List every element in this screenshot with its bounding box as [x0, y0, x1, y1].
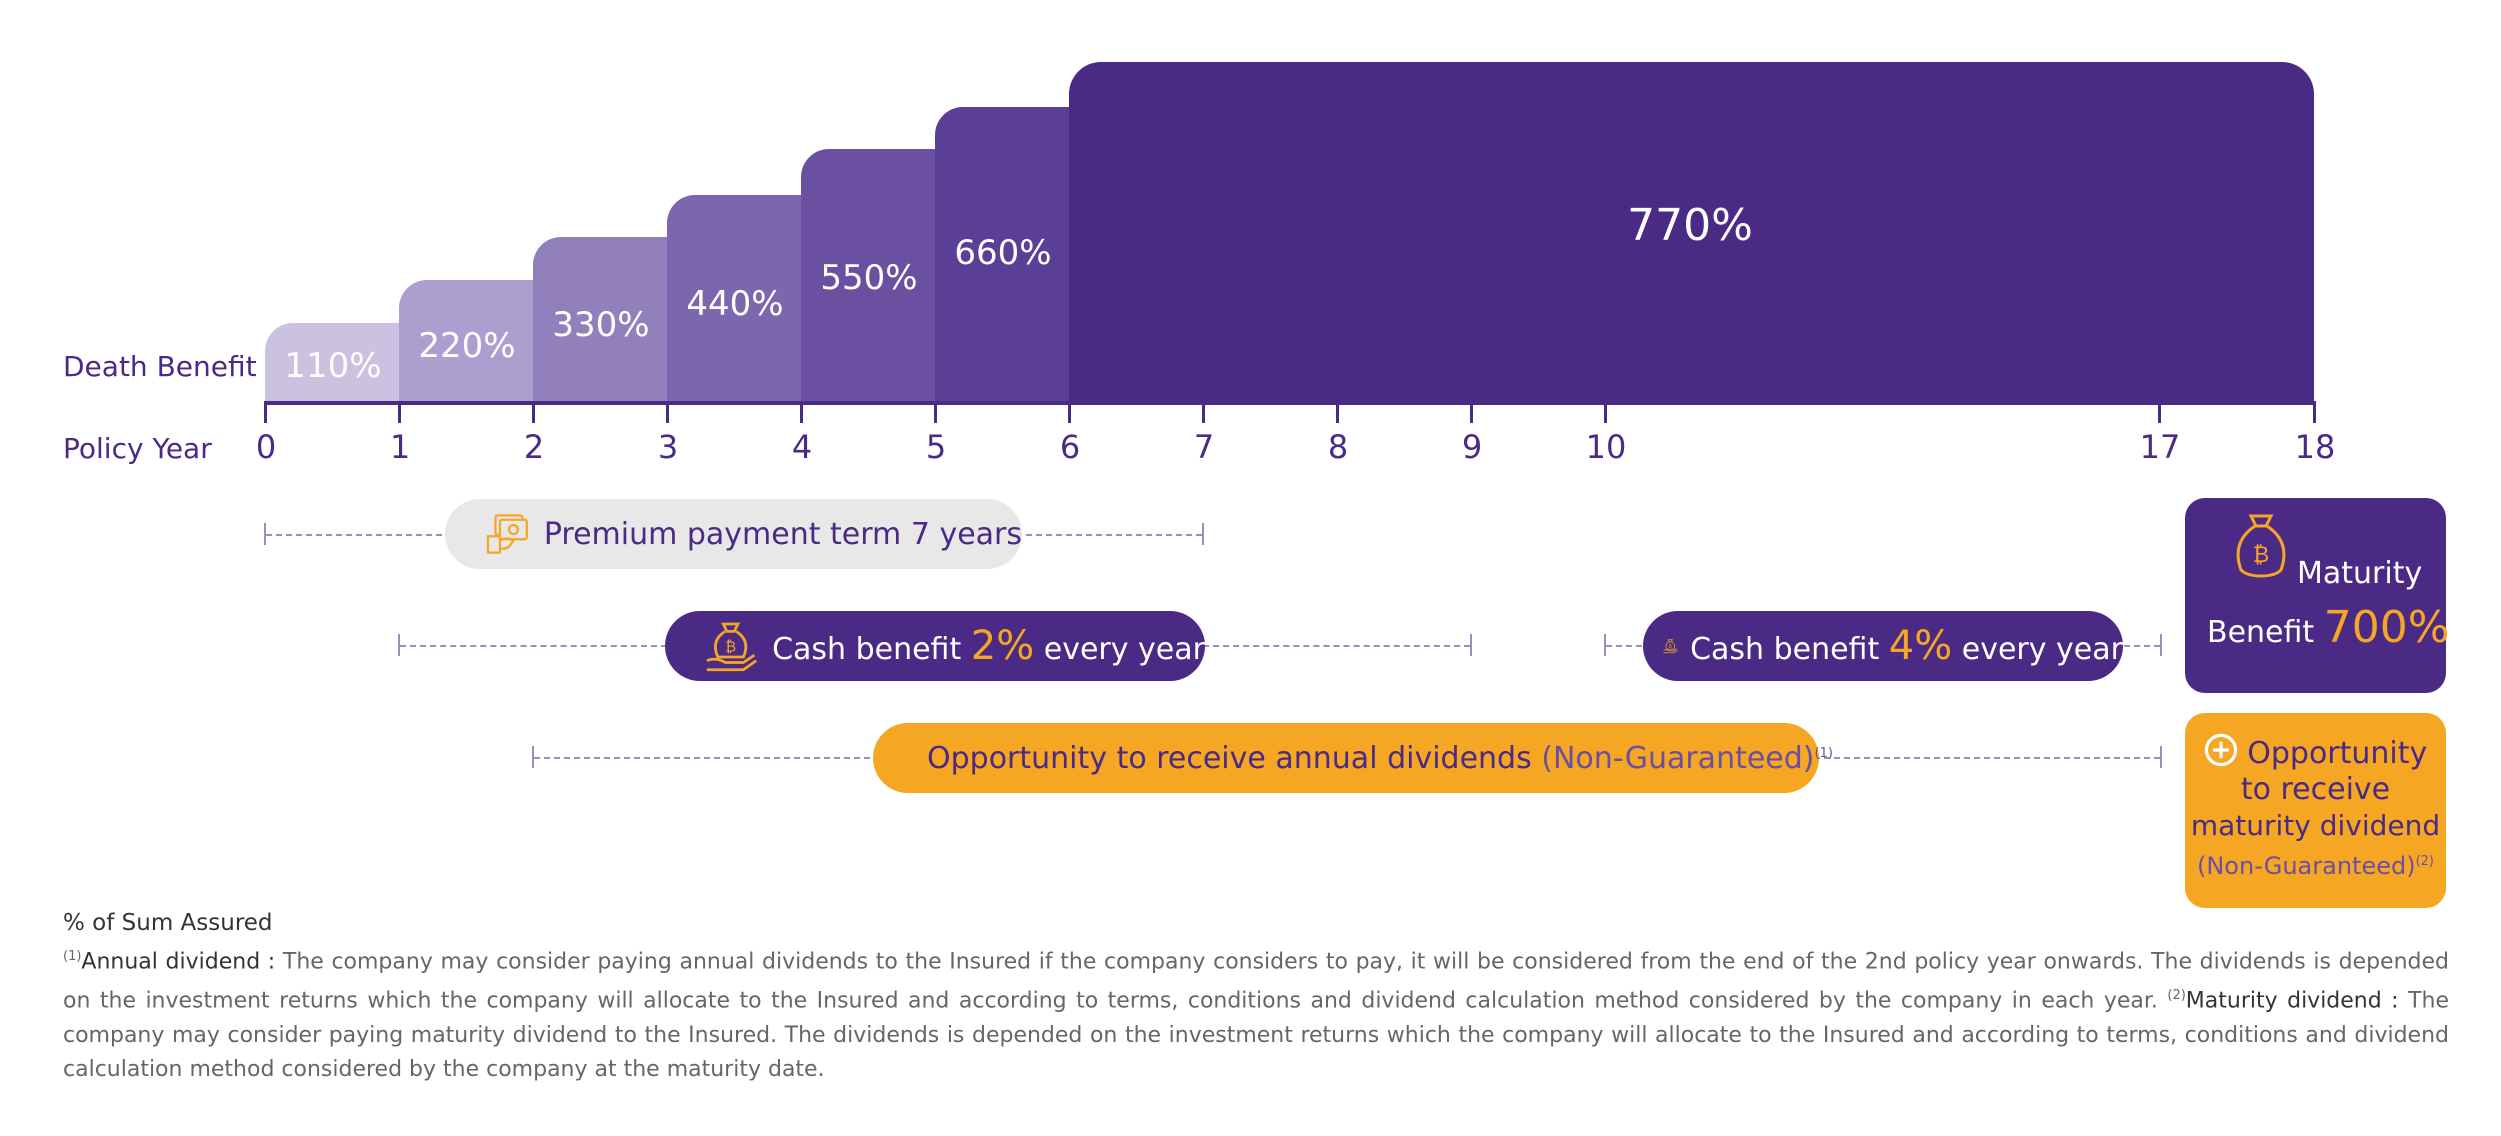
- step-bar-year-4: [801, 149, 937, 403]
- annual-dividend-text: Opportunity to receive annual dividends …: [927, 740, 1833, 776]
- range-cap: [264, 523, 266, 545]
- premium-term-text: Premium payment term 7 years: [543, 516, 1022, 552]
- dividend-footnote: (1)Annual dividend : The company may con…: [63, 949, 2449, 1082]
- step-label-660: 660%: [954, 233, 1052, 273]
- step-label-220: 220%: [418, 326, 516, 366]
- maturity-benefit-box: ₿ Maturity Benefit 700%: [2185, 498, 2450, 693]
- step-label-330: 330%: [552, 305, 650, 345]
- policy-year-label: Policy Year: [63, 432, 212, 465]
- svg-text:₿: ₿: [725, 638, 736, 655]
- year-label-2: 2: [523, 428, 545, 466]
- range-cap: [532, 746, 534, 768]
- year-label-18: 18: [2294, 428, 2336, 466]
- year-label-9: 9: [1461, 428, 1483, 466]
- step-label-440: 440%: [686, 284, 784, 324]
- maturity-benefit-percent: 700%: [2323, 602, 2450, 653]
- step-bar-year-1: [399, 280, 535, 403]
- cash-benefit-2-text: Cash benefit 2% every year: [772, 623, 1205, 669]
- plus-circle-icon: [2204, 733, 2237, 767]
- axis-tick: [532, 401, 535, 423]
- maturity-dividend-line-2: to receive: [2240, 772, 2391, 807]
- year-label-0: 0: [255, 428, 277, 466]
- range-cap: [2160, 746, 2162, 768]
- maturity-benefit-label-1: Maturity: [2297, 556, 2423, 591]
- maturity-dividend-line-3: maturity dividend: [2190, 809, 2441, 842]
- year-label-5: 5: [925, 428, 947, 466]
- money-icon: [486, 514, 528, 554]
- money-bag-hand-icon: ₿: [1663, 639, 1678, 654]
- step-label-550: 550%: [820, 258, 918, 298]
- axis-tick: [1202, 401, 1205, 423]
- maturity-dividend-box: Opportunity to receive maturity dividend…: [2185, 713, 2446, 908]
- year-label-4: 4: [791, 428, 813, 466]
- range-cap: [1604, 634, 1606, 656]
- year-label-8: 8: [1327, 428, 1349, 466]
- sum-assured-unit-note: % of Sum Assured: [63, 910, 273, 936]
- death-benefit-label: Death Benefit: [63, 350, 257, 383]
- cash-benefit-2-pill: ₿ Cash benefit 2% every year: [665, 611, 1205, 681]
- axis-tick: [2158, 401, 2161, 423]
- step-bar-year-5: [935, 107, 1071, 403]
- year-label-17: 17: [2139, 428, 2181, 466]
- axis-tick: [666, 401, 669, 423]
- year-label-10: 10: [1585, 428, 1627, 466]
- year-label-1: 1: [389, 428, 411, 466]
- maturity-dividend-line-1: Opportunity: [2185, 733, 2446, 772]
- year-label-6: 6: [1059, 428, 1081, 466]
- axis-tick: [800, 401, 803, 423]
- maturity-benefit-label-2: Benefit 700%: [2207, 602, 2450, 653]
- axis-tick: [264, 401, 267, 423]
- step-bar-year-3: [667, 195, 803, 403]
- maturity-dividend-note: (Non-Guaranteed)(2): [2196, 852, 2434, 880]
- premium-term-pill: Premium payment term 7 years: [445, 499, 1022, 569]
- axis-tick: [1336, 401, 1339, 423]
- axis-tick: [2313, 401, 2316, 423]
- step-label-110: 110%: [284, 346, 382, 386]
- svg-text:₿: ₿: [2253, 543, 2269, 568]
- annual-dividend-pill: Opportunity to receive annual dividends …: [873, 723, 1833, 793]
- range-cap: [2160, 634, 2162, 656]
- range-cap: [1470, 634, 1472, 656]
- range-cap: [1202, 523, 1204, 545]
- step-label-770: 770%: [1627, 200, 1753, 251]
- money-bag-icon: ₿: [2236, 514, 2286, 578]
- money-bag-hand-icon: ₿: [706, 622, 758, 672]
- step-bar-year-0: [265, 323, 401, 403]
- policy-year-axis: [264, 401, 2316, 405]
- axis-tick: [1470, 401, 1473, 423]
- range-cap: [398, 634, 400, 656]
- cash-benefit-4-percent: 4%: [1888, 623, 1953, 669]
- year-label-3: 3: [657, 428, 679, 466]
- cash-benefit-4-text: Cash benefit 4% every year: [1690, 623, 2123, 669]
- axis-tick: [398, 401, 401, 423]
- cash-benefit-2-percent: 2%: [970, 623, 1035, 669]
- svg-text:₿: ₿: [1669, 644, 1672, 649]
- axis-tick: [1068, 401, 1071, 423]
- axis-tick: [934, 401, 937, 423]
- cash-benefit-4-pill: ₿ Cash benefit 4% every year: [1643, 611, 2123, 681]
- step-bar-year-2: [533, 237, 669, 403]
- year-label-7: 7: [1193, 428, 1215, 466]
- axis-tick: [1604, 401, 1607, 423]
- step-bar-year-6-18: [1069, 62, 2314, 403]
